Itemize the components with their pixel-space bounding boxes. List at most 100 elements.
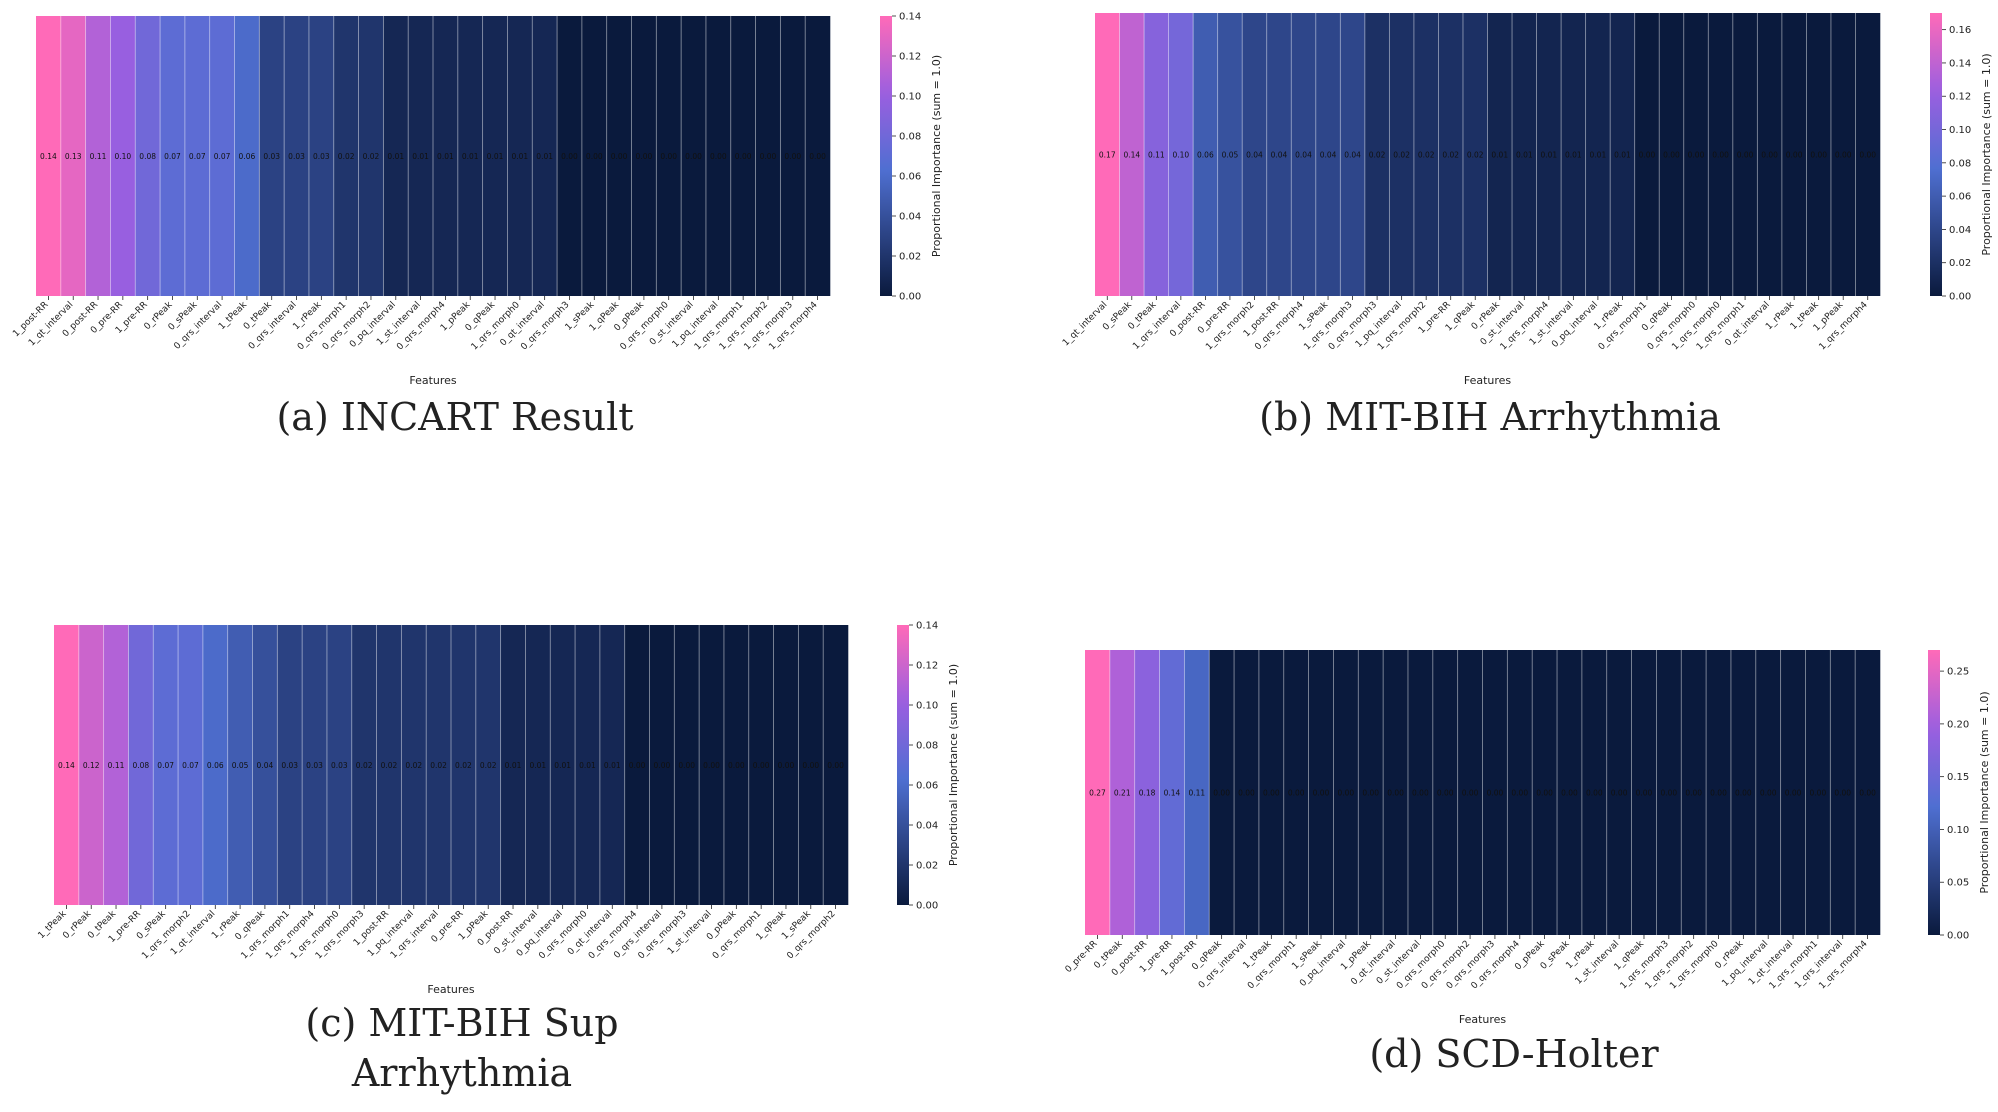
cell-value-label: 0.00: [636, 152, 653, 161]
cell-value-label: 0.00: [1487, 789, 1504, 798]
colorbar-tick-label: 0.06: [916, 781, 938, 792]
cell-value-label: 0.08: [139, 152, 156, 161]
colorbar-label: Proportional Importance (sum = 1.0): [947, 664, 960, 866]
cell-value-label: 0.00: [1859, 789, 1876, 798]
heatmap-cell-1_st_interval: [1606, 650, 1632, 935]
heatmap-cell-0_st_interval: [1407, 650, 1434, 935]
cell-value-label: 0.00: [809, 152, 826, 161]
colorbar-tick-label: 0.00: [899, 292, 921, 303]
heatmap-cell-0_qt_interval: [599, 625, 625, 905]
cell-value-label: 0.03: [288, 152, 305, 161]
cell-value-label: 0.00: [1761, 151, 1778, 160]
cell-value-label: 0.03: [281, 761, 298, 770]
cell-value-label: 0.03: [331, 761, 348, 770]
cell-value-label: 0.02: [363, 152, 380, 161]
cell-value-label: 0.02: [356, 761, 373, 770]
colorbar-tick-label: 0.14: [916, 621, 938, 632]
cell-value-label: 0.01: [529, 761, 546, 770]
heatmap-cell-0_qrs_interval: [649, 625, 675, 905]
cell-value-label: 0.04: [1246, 151, 1263, 160]
cell-value-label: 0.04: [1344, 151, 1361, 160]
heatmap-cell-1_qt_interval: [60, 16, 86, 296]
colorbar-tick-label: 0.14: [899, 12, 921, 23]
cell-value-label: 0.00: [1586, 789, 1603, 798]
cell-value-label: 0.00: [654, 761, 671, 770]
cell-value-label: 0.02: [480, 761, 497, 770]
heatmap-cell-1_qt_interval: [1095, 13, 1120, 296]
cell-value-label: 0.11: [90, 152, 107, 161]
heatmap-cell-1_qrs_morph1: [1732, 13, 1758, 296]
heatmap-cell-1_pPeak: [1830, 13, 1856, 296]
colorbar-tick-label: 0.04: [899, 212, 921, 223]
cell-value-label: 0.14: [1123, 151, 1140, 160]
x-axis-label: Features: [1459, 1013, 1507, 1026]
colorbar-tick-label: 0.16: [1949, 25, 1971, 36]
heatmap-cell-1_pq_interval: [401, 625, 427, 905]
cell-value-label: 0.06: [207, 761, 224, 770]
heatmap-cell-0_sPeak: [184, 16, 210, 296]
cell-value-label: 0.00: [1338, 789, 1355, 798]
heatmap-cell-0_qrs_morph1: [748, 625, 774, 905]
cell-value-label: 0.11: [1148, 151, 1165, 160]
cell-value-label: 0.00: [1810, 151, 1827, 160]
cell-value-label: 0.05: [232, 761, 249, 770]
cell-value-label: 0.01: [1565, 151, 1582, 160]
cell-value-label: 0.00: [660, 152, 677, 161]
cell-value-label: 0.04: [1320, 151, 1337, 160]
cell-value-label: 0.00: [586, 152, 603, 161]
colorbar-tick-label: 0.15: [1947, 772, 1969, 783]
heatmap-cell-1_qrs_morph3: [1656, 650, 1682, 935]
colorbar: [1930, 13, 1942, 296]
cell-value-label: 0.00: [1238, 789, 1255, 798]
panel-b-mitbih-arrhythmia: 0.17 0.14 0.11 0.10 0.06 0.05 0.04 0.04 0.04 0.04…: [1061, 13, 1993, 439]
cell-value-label: 0.02: [455, 761, 472, 770]
colorbar: [1928, 650, 1940, 935]
cell-value-label: 0.00: [1263, 789, 1280, 798]
heatmap-cell-1_tPeak: [234, 16, 260, 296]
heatmap-cell-0_qPeak: [252, 625, 278, 905]
heatmap-cell-0_tPeak: [103, 625, 129, 905]
cell-value-label: 0.00: [1213, 789, 1230, 798]
colorbar-tick-label: 0.20: [1947, 719, 1969, 730]
colorbar-tick-label: 0.02: [899, 252, 921, 263]
colorbar-tick-label: 0.10: [899, 92, 921, 103]
heatmap-cell-1_tPeak: [54, 625, 80, 905]
colorbar-tick-label: 0.06: [1949, 192, 1971, 203]
heatmap-cell-0_qt_interval: [1757, 13, 1783, 296]
heatmap-cell-0_pre-RR: [1085, 650, 1111, 935]
heatmap-cell-0_qrs_morph0: [656, 16, 682, 296]
cell-value-label: 0.02: [338, 152, 355, 161]
panel-caption: (d) SCD-Holter: [1369, 1032, 1659, 1076]
heatmap-cell-1_qrs_morph0: [1706, 650, 1732, 935]
heatmap-cell-1_pPeak: [1358, 650, 1384, 935]
heatmap-cell-0_qrs_morph1: [1283, 650, 1309, 935]
heatmap-cell-0_st_interval: [1512, 13, 1537, 296]
cell-value-label: 0.00: [1387, 789, 1404, 798]
heatmap-cell-1_qPeak: [606, 16, 632, 296]
cell-value-label: 0.05: [1222, 151, 1239, 160]
cell-value-label: 0.01: [437, 152, 454, 161]
colorbar-tick-label: 0.12: [1949, 92, 1971, 103]
heatmap-cell-0_pre-RR: [1217, 13, 1243, 296]
cell-value-label: 0.01: [505, 761, 522, 770]
heatmap-cell-1_pPeak: [475, 625, 501, 905]
heatmap-cell-0_pq_interval: [550, 625, 576, 905]
heatmap-cell-0_sPeak: [153, 625, 179, 905]
heatmap-cell-0_tPeak: [1144, 13, 1169, 296]
heatmap-cell-0_rPeak: [160, 16, 186, 296]
colorbar-tick-label: 0.10: [1949, 125, 1971, 136]
cell-value-label: 0.00: [1663, 151, 1680, 160]
colorbar-tick-label: 0.10: [1947, 825, 1969, 836]
cell-value-label: 0.00: [1835, 151, 1852, 160]
colorbar-tick-label: 0.02: [1949, 258, 1971, 269]
colorbar-tick-label: 0.06: [899, 172, 921, 183]
cell-value-label: 0.01: [536, 152, 553, 161]
heatmap-cell-1_qrs_morph1: [1805, 650, 1831, 935]
colorbar-tick-label: 0.00: [1947, 931, 1969, 942]
heatmap-cell-0_qrs_morph0: [575, 625, 601, 905]
cell-value-label: 0.03: [313, 152, 330, 161]
cell-value-label: 0.00: [1688, 151, 1705, 160]
heatmap-cell-1_qPeak: [773, 625, 799, 905]
cell-value-label: 0.00: [735, 152, 752, 161]
heatmap-cell-0_sPeak: [1557, 650, 1583, 935]
